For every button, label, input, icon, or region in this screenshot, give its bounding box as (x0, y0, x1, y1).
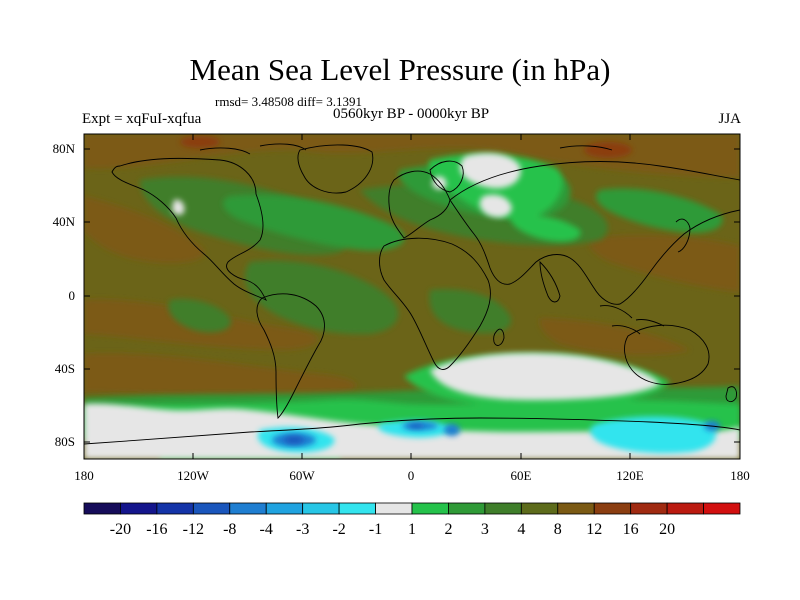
lat-label-40s: 40S (54, 361, 75, 376)
colorbar-label: 1 (408, 521, 416, 538)
lon-label-120w: 120W (177, 468, 209, 483)
colorbar-swatch (520, 502, 559, 515)
colorbar-swatch (703, 502, 741, 515)
colorbar-label: -3 (295, 521, 310, 538)
colorbar-label: 3 (480, 521, 489, 538)
colorbar-label: 20 (659, 521, 676, 538)
stats-text: rmsd= 3.48508 diff= 3.1391 (215, 94, 362, 109)
colorbar-label: -8 (223, 521, 237, 538)
colorbar-swatch (666, 502, 704, 515)
lon-label-60w: 60W (289, 468, 315, 483)
lon-label-0: 0 (407, 468, 415, 483)
season-label: JJA (718, 111, 741, 127)
lon-label-120e: 120E (616, 468, 644, 483)
period-label: 0560kyr BP - 0000kyr BP (332, 106, 490, 122)
colorbar-swatch (302, 502, 340, 515)
contour-field (84, 134, 740, 459)
colorbar-swatch (338, 502, 376, 515)
colorbar-swatch (448, 502, 486, 515)
colorbar-label: -12 (182, 521, 204, 538)
colorbar-label: -16 (146, 521, 168, 538)
colorbar-swatch (265, 502, 304, 515)
colorbar-label: 16 (622, 521, 639, 538)
colorbar-swatch (229, 502, 267, 515)
colorbar-label: -20 (109, 521, 132, 538)
lon-label-180-right: 180 (730, 468, 750, 483)
map-title: Mean Sea Level Pressure (in hPa) (189, 52, 611, 87)
lat-label-0: 0 (68, 288, 76, 303)
colorbar-swatch (120, 502, 158, 515)
colorbar-label: 8 (553, 521, 562, 538)
colorbar-swatch (630, 502, 668, 515)
colorbar-swatch (375, 502, 413, 515)
experiment-label: Expt = xqFuI-xqfua (82, 111, 202, 127)
colorbar-swatch (156, 502, 194, 515)
colorbar-swatch (557, 502, 595, 515)
lon-label-60e: 60E (510, 468, 532, 483)
colorbar-swatch (411, 502, 449, 515)
colorbar-label: 2 (444, 521, 453, 538)
colorbar-label: 12 (586, 521, 603, 538)
colorbar-label: -2 (332, 521, 346, 538)
colorbar-swatch (593, 502, 632, 515)
lat-label-80n: 80N (52, 141, 75, 156)
colorbar-label: 4 (517, 521, 526, 538)
lon-label-180-left: 180 (74, 468, 94, 483)
colorbar-label: -4 (259, 521, 273, 538)
colorbar-swatch (192, 502, 231, 515)
colorbar-label: -1 (368, 521, 383, 538)
lat-label-40n: 40N (52, 214, 75, 229)
colorbar-swatch (484, 502, 522, 515)
axis-ticks (84, 134, 740, 459)
coastlines (84, 143, 740, 445)
lat-label-80s: 80S (54, 434, 75, 449)
colorbar-swatch (83, 502, 121, 515)
colorbar (83, 502, 741, 515)
